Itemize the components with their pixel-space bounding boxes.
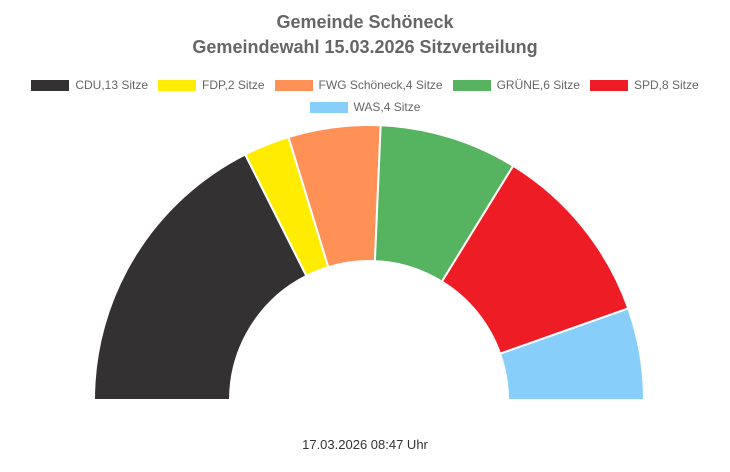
- legend-item-fwg-schöneck[interactable]: FWG Schöneck,4 Sitze: [274, 77, 443, 93]
- legend-item-fdp[interactable]: FDP,2 Sitze: [158, 77, 265, 93]
- legend-swatch: [452, 79, 491, 91]
- legend: CDU,13 Sitze FDP,2 Sitze FWG Schöneck,4 Si…: [15, 77, 715, 115]
- legend-label: FWG Schöneck,4 Sitze: [318, 78, 443, 92]
- slice-cdu[interactable]: [93, 153, 308, 401]
- legend-item-spd[interactable]: SPD,8 Sitze: [589, 77, 699, 93]
- legend-item-grüne[interactable]: GRÜNE,6 Sitze: [452, 77, 580, 93]
- chart-title: Gemeinde Schöneck: [276, 12, 454, 32]
- chart-subtitle: Gemeindewahl 15.03.2026 Sitzverteilung: [192, 37, 538, 57]
- legend-label: CDU,13 Sitze: [75, 78, 149, 92]
- legend-label: SPD,8 Sitze: [633, 78, 699, 92]
- slice-was[interactable]: [499, 307, 645, 401]
- legend-label: GRÜNE,6 Sitze: [496, 78, 580, 92]
- legend-swatch: [158, 79, 197, 91]
- legend-swatch: [274, 79, 313, 91]
- timestamp: 17.03.2026 08:47 Uhr: [302, 437, 428, 452]
- legend-swatch: [589, 79, 628, 91]
- legend-item-was[interactable]: WAS,4 Sitze: [309, 99, 421, 115]
- legend-swatch: [309, 101, 348, 113]
- legend-item-cdu[interactable]: CDU,13 Sitze: [31, 77, 148, 93]
- legend-swatch: [31, 79, 70, 91]
- legend-label: WAS,4 Sitze: [353, 100, 421, 114]
- legend-label: FDP,2 Sitze: [202, 78, 265, 92]
